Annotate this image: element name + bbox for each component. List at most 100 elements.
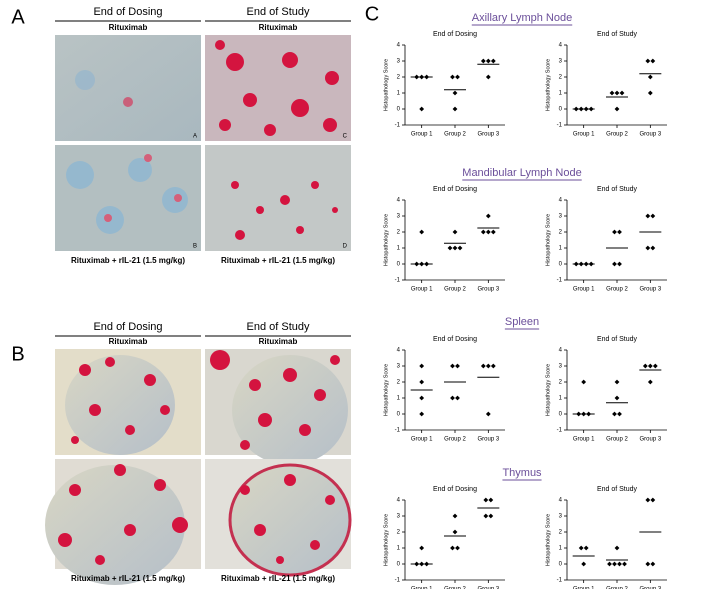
y-tick-label: 2 [559,75,563,81]
y-tick-label: 3 [397,514,401,520]
y-tick-label: 2 [397,230,401,236]
data-point [419,395,425,401]
y-tick-label: 4 [397,348,401,354]
data-point [614,106,620,112]
x-tick-label: Group 3 [639,132,661,138]
micrograph [205,145,351,251]
y-tick-label: 3 [397,364,401,370]
data-point [645,58,651,64]
y-tick-label: 4 [397,198,401,204]
data-point [485,213,491,219]
row-label: Rituximab [109,23,148,32]
data-point [447,245,453,251]
data-point [457,245,463,251]
row-label: Rituximab [109,337,148,346]
data-point [642,363,648,369]
data-point [617,261,622,267]
data-point [419,545,425,551]
data-point [480,229,486,235]
data-point [450,395,455,401]
section-title: Spleen [505,316,539,328]
data-point [650,213,656,219]
data-point [650,561,656,567]
x-tick-label: Group 1 [573,132,595,138]
image-letter: C [343,134,348,140]
y-tick-label: 3 [559,59,563,65]
y-tick-label: 0 [559,262,563,268]
y-tick-label: 3 [559,364,563,370]
x-tick-label: Group 2 [606,437,628,443]
chart-title: End of Dosing [433,31,477,38]
image-letter: A [193,134,197,140]
y-tick-label: -1 [395,578,401,584]
chart-title: End of Study [597,486,638,493]
column-header: End of Study [247,6,310,18]
row-label: Rituximab + rIL-21 (1.5 mg/kg) [221,256,335,265]
data-point [581,561,587,567]
x-tick-label: Group 2 [606,587,628,589]
x-tick-label: Group 3 [477,287,499,293]
data-point [612,411,617,417]
data-point [612,561,617,567]
data-point [485,411,491,417]
data-point [645,213,651,219]
data-point [485,58,491,64]
data-point [645,245,651,251]
y-axis-label: Histopathology Score [545,214,551,266]
x-tick-label: Group 3 [477,437,499,443]
y-tick-label: 0 [559,562,563,568]
data-point [647,74,653,80]
data-point [619,90,625,96]
data-point [607,561,612,567]
data-point [650,497,656,503]
x-tick-label: Group 3 [477,132,499,138]
micrograph [55,35,201,141]
data-point [609,90,615,96]
data-point [450,545,455,551]
chart-title: End of Study [597,31,638,38]
chart-title: End of Dosing [433,186,477,193]
image-grid-b [45,349,352,585]
row-label: Rituximab + rIL-21 (1.5 mg/kg) [71,574,185,583]
x-tick-label: Group 2 [606,132,628,138]
data-point [455,545,460,551]
y-axis-label: Histopathology Score [545,59,551,111]
data-point [617,229,622,235]
y-tick-label: -1 [557,578,563,584]
y-tick-label: 3 [559,214,563,220]
data-point [614,395,620,401]
y-tick-label: 0 [397,412,401,418]
chart-title: End of Study [597,186,638,193]
image-letter: B [193,244,197,250]
y-tick-label: 2 [559,230,563,236]
data-point [614,545,620,551]
y-axis-label: Histopathology Score [545,364,551,416]
x-tick-label: Group 3 [477,587,499,589]
x-tick-label: Group 3 [639,587,661,589]
x-tick-label: Group 1 [411,587,433,589]
y-tick-label: 1 [397,91,401,97]
panel-label: B [11,343,24,365]
column-header: End of Study [247,321,310,333]
y-tick-label: 2 [397,530,401,536]
data-point [480,58,486,64]
y-axis-label: Histopathology Score [383,59,389,111]
data-point [483,513,489,519]
row-label: Rituximab + rIL-21 (1.5 mg/kg) [71,256,185,265]
data-point [450,74,455,80]
data-point [645,561,651,567]
data-point [455,363,460,369]
data-point [647,363,653,369]
data-point [452,529,458,535]
data-point [452,513,458,519]
data-point [622,561,627,567]
y-tick-label: 1 [397,246,401,252]
data-point [485,74,491,80]
x-tick-label: Group 1 [573,287,595,293]
data-point [419,363,425,369]
column-header: End of Dosing [93,6,162,18]
image-letter: D [343,244,348,250]
x-tick-label: Group 1 [573,437,595,443]
x-tick-label: Group 2 [444,587,466,589]
data-point [645,497,651,503]
